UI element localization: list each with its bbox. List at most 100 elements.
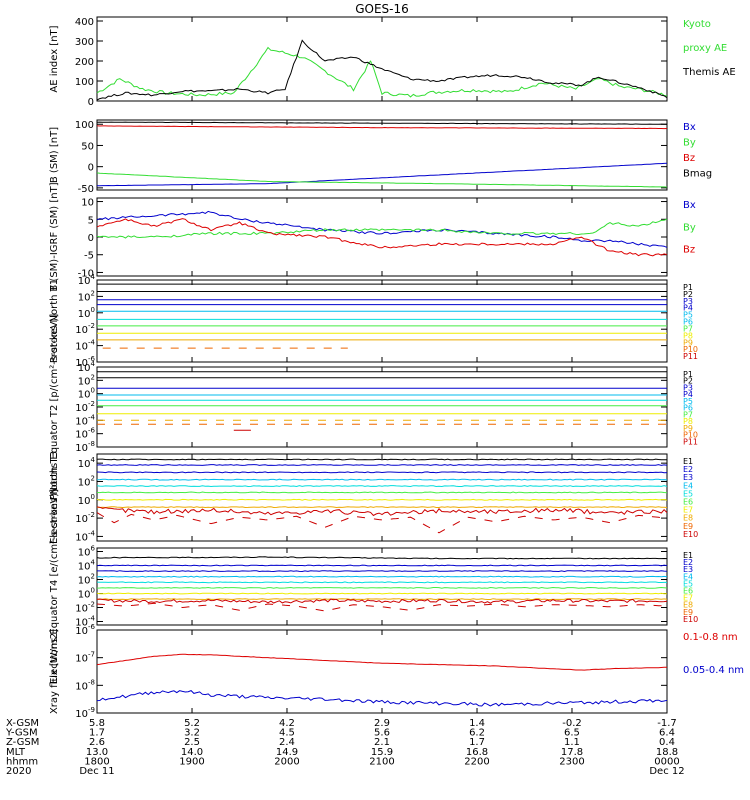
legend-entry: E2 (683, 558, 693, 567)
legend-entry: By (683, 222, 696, 233)
xaxis-row-label: MLT (6, 747, 26, 758)
panel-bsm: -50 0 50 100 B (SM) [nT] Bx By Bz Bmag (49, 119, 712, 195)
series-et4-e9 (96, 598, 668, 604)
legend-entry: E10 (683, 615, 698, 624)
series-xray-0-1-0-8-nm (96, 653, 667, 671)
y-tick-label: 10-2 (75, 322, 95, 336)
series-et3-e8 (96, 506, 668, 509)
legend-entry: Bx (683, 122, 696, 133)
series-xray-0-05-0-4-nm (96, 690, 668, 707)
legend-entry: P9 (683, 338, 693, 347)
series-et4-e8 (96, 598, 668, 601)
legend-entry: E10 (683, 530, 698, 539)
legend-entry: P2 (683, 290, 693, 299)
series-et3-e10 (96, 512, 668, 534)
xaxis-tick-value: -1.7 (657, 718, 677, 729)
legend-entry: P6 (683, 318, 693, 327)
legend-entry: E5 (683, 579, 693, 588)
xaxis-tick-value: 1.7 (89, 728, 105, 739)
y-tick-label: 10-8 (75, 678, 95, 692)
legend-entry: By (683, 138, 696, 149)
xaxis-tick-value: 18.8 (656, 747, 678, 758)
legend-entry: E8 (683, 601, 693, 610)
series-et4-e4 (96, 575, 668, 578)
y-tick-label: 50 (81, 141, 94, 152)
y-tick-label: 100 (78, 387, 95, 401)
legend-entry: E8 (683, 514, 693, 523)
y-tick-label: 0 (88, 163, 94, 174)
y-axis-label: Electrons Equator T4 [e/(cm²-s-sr-keV)] (49, 489, 60, 684)
xaxis-tick-value: 15.9 (371, 747, 393, 758)
xaxis-row-label: X-GSM (6, 718, 39, 729)
legend-entry: P5 (683, 311, 693, 320)
panel-xray: 10-6 10-7 10-8 10-9 Xray flux [W/m2] 0.1-0.8 … (49, 623, 744, 720)
y-axis-label: AE index [nT] (49, 25, 60, 92)
series-bdiff-by (96, 218, 668, 239)
y-tick-label: 10-2 (75, 601, 95, 615)
y-tick-label: -10 (78, 268, 94, 279)
y-axis-label: B (SM) [nT] (49, 127, 60, 183)
xaxis-tick-value: 0000 (654, 756, 679, 767)
y-tick-label: 10-4 (75, 413, 95, 427)
y-axis-label: Protons Equator T2 [p/(cm²-s-sr-keV)] (49, 314, 60, 501)
legend-entry: Bz (683, 245, 695, 256)
legend-entry: P8 (683, 417, 693, 426)
y-tick-label: 104 (78, 559, 96, 573)
legend-entry: P10 (683, 345, 698, 354)
series-et3-e3 (96, 471, 668, 474)
legend-entry: P4 (683, 304, 693, 313)
legend-entry: proxy AE (683, 43, 727, 54)
y-tick-label: 100 (78, 493, 95, 507)
y-tick-label: 100 (78, 306, 95, 320)
legend-entry: P11 (683, 352, 698, 361)
legend-entry: E5 (683, 489, 693, 498)
y-axis-label: B (SM)-IGRF (SM) [nT] (49, 182, 60, 291)
y-tick-label: 10-6 (75, 355, 95, 369)
panel-ae: 0 100 200 300 400 AE index [nT] Kyoto proxy AE T… (49, 16, 736, 108)
legend-entry: E3 (683, 473, 693, 482)
legend-entry: Themis AE (682, 67, 736, 78)
y-tick-label: 0 (88, 233, 94, 244)
series-et3-e6 (96, 491, 668, 494)
xaxis-tick-value: 4.5 (279, 728, 295, 739)
xaxis-tick-value: 13.0 (86, 747, 108, 758)
y-tick-label: -50 (78, 184, 94, 195)
panel-frame (96, 16, 668, 102)
legend-entry: P9 (683, 424, 693, 433)
xaxis-tick-value: 16.8 (466, 747, 488, 758)
y-tick-label: 10-6 (75, 623, 95, 637)
legend-entry: E7 (683, 506, 693, 515)
series-et3-e2 (96, 464, 668, 466)
xaxis-row-label: Z-GSM (6, 737, 39, 748)
y-tick-label: 0 (88, 97, 94, 108)
xaxis-tick-value: 1.1 (564, 737, 580, 748)
xaxis-tick-value: Dec 12 (649, 766, 684, 777)
legend-entry: E9 (683, 522, 693, 531)
xaxis-tick-value: 2.9 (374, 718, 390, 729)
y-tick-label: 10-8 (75, 440, 95, 454)
series-ae-kyoto-proxy-ae (96, 46, 668, 98)
y-tick-label: 102 (78, 573, 95, 587)
xaxis-tick-value: 2.5 (184, 737, 200, 748)
series-bsm-bx (96, 162, 668, 187)
y-tick-label: 102 (78, 474, 95, 488)
legend-entry: 0.1-0.8 nm (683, 632, 738, 643)
y-tick-label: 100 (75, 77, 94, 88)
legend-entry: Bx (683, 200, 696, 211)
panel-frame (96, 366, 668, 448)
legend-entry: P3 (683, 383, 693, 392)
xaxis-tick-value: 2000 (274, 756, 299, 767)
xaxis-tick-value: 1.7 (469, 737, 485, 748)
legend-entry: P2 (683, 377, 693, 386)
legend-entry: Kyoto (683, 19, 711, 30)
xaxis-tick-value: 2200 (464, 756, 489, 767)
series-et3-e4 (96, 478, 668, 481)
y-tick-label: 10-6 (75, 427, 95, 441)
y-axis-label: Protons North T1 (49, 279, 60, 363)
legend-entry: Bz (683, 153, 695, 164)
